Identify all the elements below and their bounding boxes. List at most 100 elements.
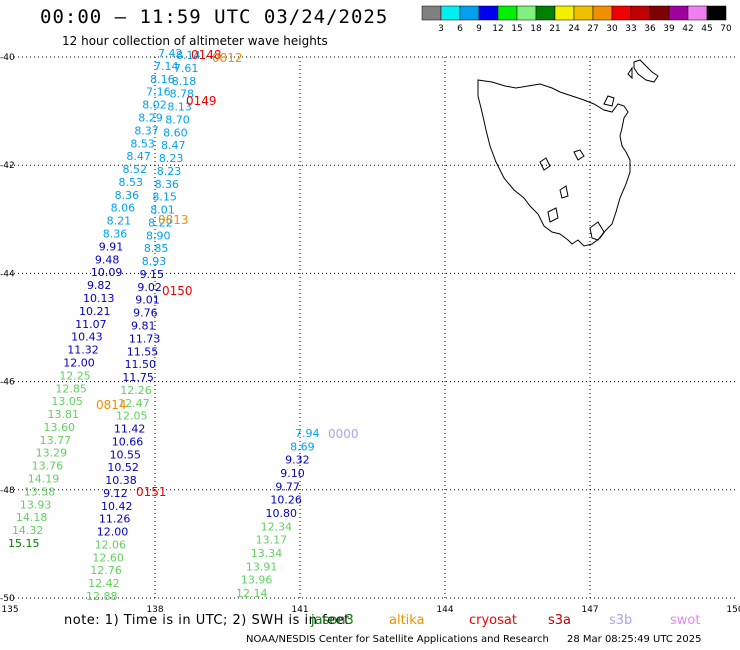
wave-height-label: 12.47 [118, 397, 149, 410]
pass-time-label: 0000 [328, 427, 359, 441]
wave-height-label: 12.60 [92, 551, 124, 564]
wave-height-label: 8.29 [138, 111, 163, 124]
wave-height-label: 9.81 [131, 320, 156, 333]
wave-height-label: 13.81 [47, 408, 78, 421]
pass-time-label: 0150 [162, 284, 193, 298]
colorbar-swatch [516, 5, 537, 21]
colorbar-swatch [535, 5, 556, 21]
wave-height-label: 8.06 [111, 202, 136, 215]
colorbar-swatch [687, 5, 708, 21]
wave-height-label: 11.42 [114, 423, 146, 436]
colorbar-swatch [706, 5, 727, 21]
colorbar-tick-label: 24 [568, 24, 580, 34]
page-title: 00:00 — 11:59 UTC 03/24/2025 [40, 6, 389, 28]
wave-height-label: 9.91 [99, 240, 124, 253]
wave-height-label: 11.73 [129, 332, 161, 345]
wave-height-label: 8.02 [142, 99, 167, 112]
colorbar-swatch [573, 5, 594, 21]
colorbar-tick-label: 9 [476, 24, 482, 34]
wave-height-label: 12.26 [120, 384, 151, 397]
wave-height-label: 13.58 [24, 485, 56, 498]
tasmania-coastline [477, 59, 659, 247]
colorbar-tick-label: 6 [457, 24, 463, 34]
wave-height-label: 13.76 [32, 460, 64, 473]
lon-tick-label: 141 [291, 605, 308, 615]
wave-height-label: 9.10 [280, 467, 305, 480]
wave-height-label: 9.15 [140, 268, 165, 281]
colorbar-tick-label: 42 [682, 24, 693, 34]
wave-height-label: 8.53 [119, 176, 143, 189]
wave-height-label: 12.76 [90, 564, 122, 577]
pass-time-label: 0148 [191, 48, 222, 62]
footnote: note: 1) Time is in UTC; 2) SWH is in fe… [64, 613, 350, 628]
wave-height-label: 12.00 [63, 356, 94, 369]
wave-height-label: 12.85 [55, 382, 87, 395]
colorbar-swatch [421, 5, 442, 21]
wave-height-label: 9.48 [95, 253, 120, 266]
wave-height-label: 11.55 [127, 345, 159, 358]
wave-height-label: 13.96 [241, 574, 273, 587]
wave-height-label: 10.80 [266, 507, 298, 520]
wave-height-label: 8.52 [122, 163, 147, 176]
wave-height-label: 8.53 [130, 137, 155, 150]
wave-height-label: 8.85 [144, 242, 169, 255]
legend-s3b: s3b [609, 613, 633, 628]
wave-height-label: 10.52 [107, 461, 139, 474]
wave-height-label: 11.07 [75, 318, 107, 331]
colorbar-tick-label: 12 [492, 24, 503, 34]
wave-height-label: 10.66 [112, 435, 144, 448]
colorbar-swatch [592, 5, 613, 21]
wave-height-label: 12.88 [86, 590, 118, 603]
wave-height-label: 13.93 [20, 498, 52, 511]
legend-s3a: s3a [548, 613, 572, 628]
wave-height-label: 12.00 [97, 526, 129, 539]
lon-tick-label: 135 [1, 605, 18, 615]
wave-height-label: 10.13 [83, 292, 115, 305]
wave-height-label: 11.50 [125, 358, 157, 371]
wave-height-label: 13.60 [44, 421, 76, 434]
colorbar-tick-label: 3 [438, 24, 444, 34]
wave-height-label: 9.77 [275, 480, 300, 493]
wave-height-label: 15.15 [8, 537, 40, 550]
wave-height-label: 9.02 [137, 281, 162, 294]
wave-height-label: 8.22 [148, 216, 173, 229]
wave-height-label: 12.25 [59, 369, 91, 382]
pass-time-label: 0151 [136, 485, 167, 499]
pass-time-label: 0813 [158, 213, 189, 227]
colorbar-swatch [668, 5, 689, 21]
wave-height-label: 9.32 [285, 454, 310, 467]
wave-height-label: 8.47 [126, 150, 151, 163]
colorbar-swatch [554, 5, 575, 21]
colorbar-tick-label: 27 [587, 24, 598, 34]
wave-height-label: 12.05 [116, 410, 148, 423]
colorbar-tick-label: 18 [530, 24, 542, 34]
wave-height-label: 10.21 [79, 305, 111, 318]
credit-text: NOAA/NESDIS Center for Satellite Applica… [246, 634, 549, 645]
lon-tick-label: 144 [436, 605, 453, 615]
pass-time-label: 0812 [212, 51, 243, 65]
wave-height-label: 14.32 [12, 524, 44, 537]
wave-height-label: 10.55 [110, 448, 142, 461]
colorbar-tick-label: 21 [549, 24, 560, 34]
colorbar-tick-label: 15 [511, 24, 522, 34]
wave-height-label: 10.38 [105, 474, 136, 487]
legend-swot: swot [670, 613, 701, 628]
wave-height-label: 8.16 [150, 73, 175, 86]
lat-tick-label: -48 [0, 486, 15, 496]
wave-height-label: 8.70 [165, 113, 190, 126]
wave-height-label: 10.09 [91, 266, 123, 279]
wave-height-label: 8.37 [134, 124, 159, 137]
lat-tick-label: -42 [0, 161, 15, 171]
wave-height-label: 8.69 [290, 440, 315, 453]
lat-tick-label: -50 [0, 594, 15, 604]
lon-tick-label: 138 [146, 605, 163, 615]
wave-height-label: 8.23 [159, 152, 184, 165]
wave-height-label: 9.76 [133, 307, 158, 320]
wave-height-label: 12.42 [88, 577, 120, 590]
colorbar-swatch [478, 5, 499, 21]
wave-height-label: 12.14 [236, 587, 268, 600]
wave-height-label: 7.42 [158, 47, 183, 60]
wave-height-label: 11.26 [99, 513, 131, 526]
